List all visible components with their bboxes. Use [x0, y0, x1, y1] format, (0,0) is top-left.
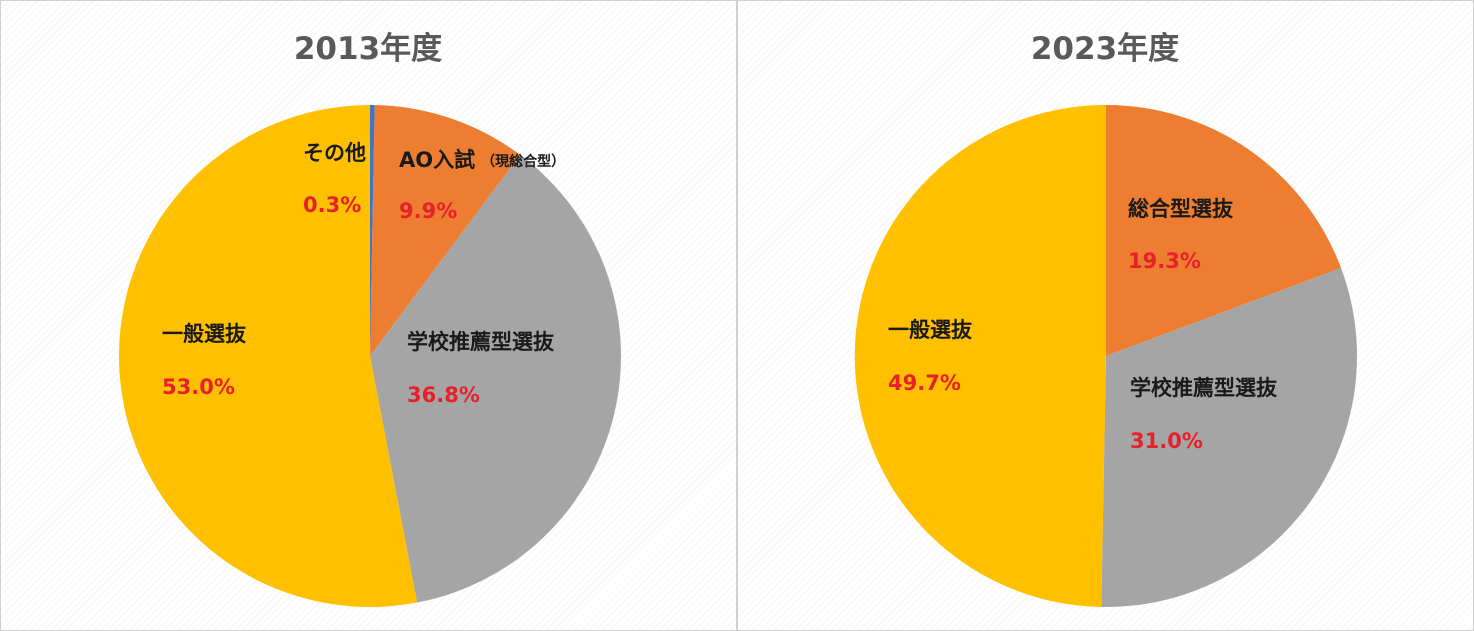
pie-slice: [370, 105, 521, 356]
slice-value-label: 49.7%: [888, 371, 961, 395]
slice-category-label: 総合型選抜: [1128, 197, 1234, 221]
chart-title: 2013年度: [294, 31, 442, 67]
pie-slice: [854, 104, 1106, 607]
slice-category-label: 学校推薦型選抜: [1130, 376, 1278, 400]
pie-slice: [1106, 105, 1342, 356]
pie-chart-2023: 2023年度 総合型選抜 19.3% 学校推薦型選抜 31.0% 一般選抜 49.7%: [854, 31, 1357, 608]
slice-category-label: その他: [303, 141, 366, 165]
slice-category-label: 一般選抜: [888, 318, 973, 342]
chart-title: 2023年度: [1031, 31, 1179, 67]
chart-panel-2013: 2013年度 その他 0.3% AO入試 （現総合型） 9.9% 学校推薦型選抜 36.8%…: [0, 0, 737, 631]
pie-labels: 総合型選抜 19.3% 学校推薦型選抜 31.0% 一般選抜 49.7%: [888, 197, 1278, 453]
pie-slices: [118, 104, 621, 608]
slice-value-label: 31.0%: [1130, 429, 1203, 453]
pie-slice: [1101, 268, 1357, 608]
slice-value-label: 0.3%: [303, 193, 361, 217]
slice-value-label: 53.0%: [162, 375, 235, 399]
pie-slice: [370, 154, 621, 603]
slice-category-label: 一般選抜: [162, 322, 247, 346]
slice-value-label: 9.9%: [399, 199, 457, 223]
pie-slice: [370, 104, 375, 356]
chart-panel-2023: 2023年度 総合型選抜 19.3% 学校推薦型選抜 31.0% 一般選抜 49.7%: [737, 0, 1474, 631]
slice-category-label: 学校推薦型選抜: [407, 330, 555, 354]
pie-slices: [854, 104, 1357, 608]
pie-slice: [118, 104, 418, 608]
slice-value-label: 19.3%: [1128, 249, 1201, 273]
slice-value-label: 36.8%: [407, 383, 480, 407]
